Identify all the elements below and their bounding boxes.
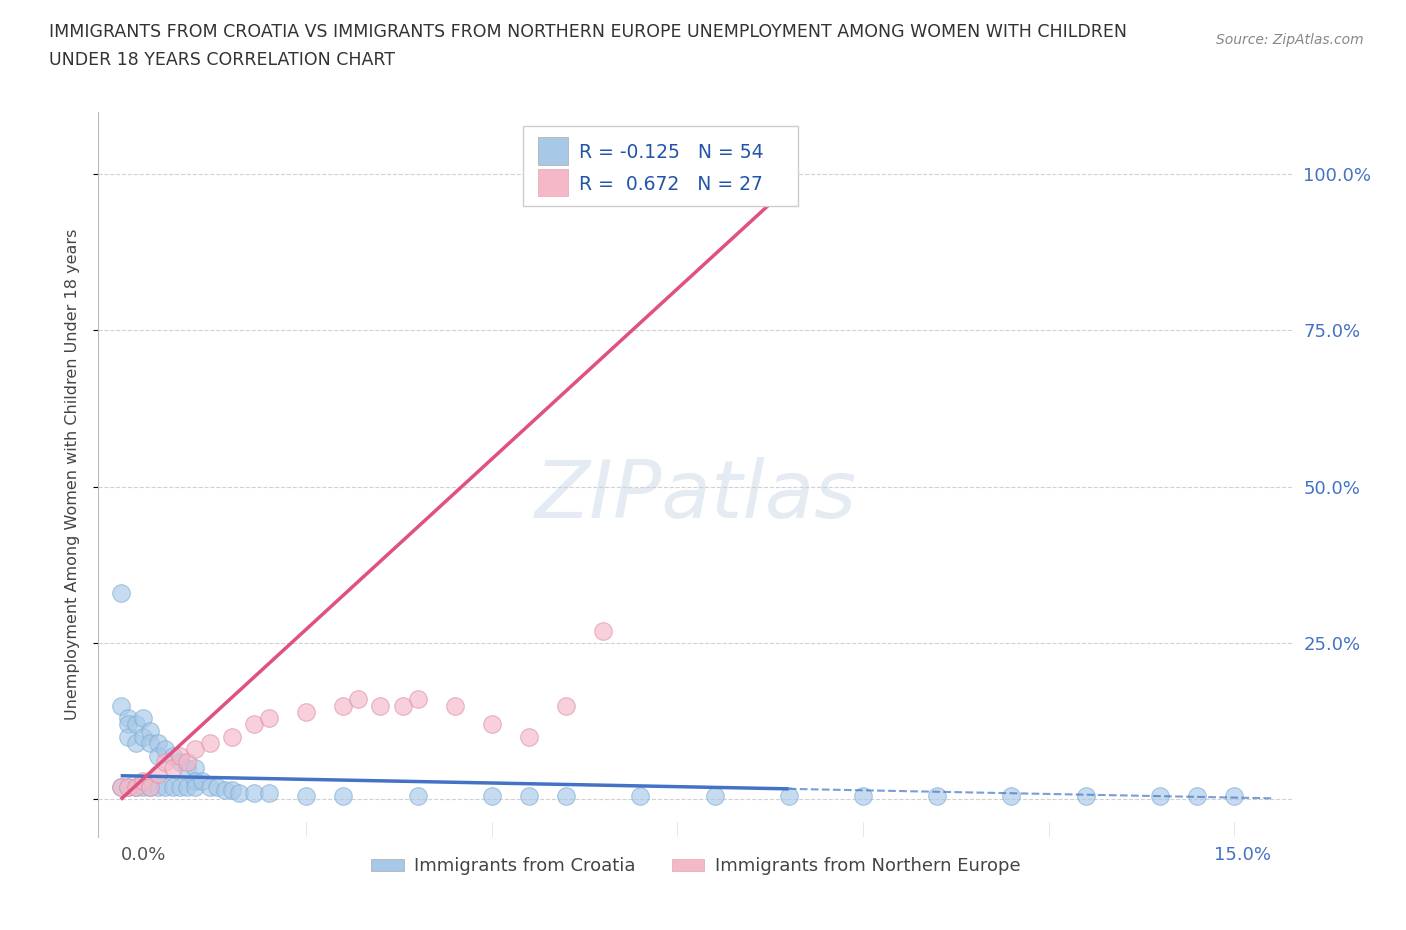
Point (778, 789, 800, 804)
Text: UNDER 18 YEARS CORRELATION CHART: UNDER 18 YEARS CORRELATION CHART (49, 51, 395, 69)
Point (1149, 789, 1171, 804)
Point (927, 789, 949, 804)
Text: ZIPatlas: ZIPatlas (534, 457, 858, 535)
Legend: Immigrants from Croatia, Immigrants from Northern Europe: Immigrants from Croatia, Immigrants from… (364, 850, 1028, 883)
Point (117, 729, 139, 744)
Point (592, 623, 614, 638)
Point (555, 789, 578, 804)
Point (198, 736, 221, 751)
Point (741, 179, 763, 194)
Point (481, 717, 503, 732)
Point (132, 773, 155, 788)
Point (155, 754, 177, 769)
Point (1185, 789, 1208, 804)
Point (110, 698, 132, 713)
Point (155, 742, 177, 757)
Point (155, 779, 177, 794)
Point (146, 749, 169, 764)
Text: R =  0.672   N = 27: R = 0.672 N = 27 (579, 175, 762, 193)
Point (124, 736, 146, 751)
Point (517, 729, 540, 744)
Point (332, 698, 354, 713)
FancyBboxPatch shape (523, 126, 797, 206)
Point (370, 698, 392, 713)
Point (198, 779, 221, 794)
Point (124, 779, 146, 794)
Point (295, 705, 318, 720)
Point (332, 789, 354, 804)
Bar (538, 137, 568, 165)
Point (391, 698, 413, 713)
Text: IMMIGRANTS FROM CROATIA VS IMMIGRANTS FROM NORTHERN EUROPE UNEMPLOYMENT AMONG WO: IMMIGRANTS FROM CROATIA VS IMMIGRANTS FR… (49, 23, 1128, 41)
Point (191, 773, 214, 788)
Text: R = -0.125   N = 54: R = -0.125 N = 54 (579, 143, 763, 162)
Point (205, 779, 228, 794)
Point (295, 789, 318, 804)
Point (703, 789, 725, 804)
Point (257, 786, 280, 801)
Point (852, 789, 875, 804)
Point (117, 717, 139, 732)
Point (443, 698, 465, 713)
Point (243, 717, 266, 732)
Point (214, 783, 236, 798)
Point (517, 789, 540, 804)
Point (139, 736, 162, 751)
Point (184, 773, 207, 788)
Point (257, 711, 280, 725)
Point (124, 717, 146, 732)
Point (110, 586, 132, 601)
Point (139, 779, 162, 794)
Point (124, 779, 146, 794)
Point (117, 711, 139, 725)
Point (146, 779, 169, 794)
Y-axis label: Unemployment Among Women with Children Under 18 years: Unemployment Among Women with Children U… (65, 229, 80, 720)
Point (406, 789, 429, 804)
Point (162, 779, 184, 794)
Point (162, 749, 184, 764)
Bar (538, 169, 568, 196)
Point (117, 779, 139, 794)
Point (110, 779, 132, 794)
Point (132, 711, 155, 725)
Point (169, 779, 191, 794)
Point (184, 742, 207, 757)
Point (146, 767, 169, 782)
Point (221, 783, 243, 798)
Point (146, 736, 169, 751)
Point (162, 761, 184, 776)
Point (132, 729, 155, 744)
Point (1074, 789, 1097, 804)
Point (1000, 789, 1022, 804)
Point (169, 749, 191, 764)
Point (139, 724, 162, 738)
Point (481, 789, 503, 804)
Point (184, 779, 207, 794)
Point (117, 779, 139, 794)
Point (406, 692, 429, 707)
Point (169, 754, 191, 769)
Point (628, 789, 651, 804)
Point (243, 786, 266, 801)
Point (110, 779, 132, 794)
Point (347, 692, 370, 707)
Point (184, 761, 207, 776)
Point (132, 779, 155, 794)
Text: 0.0%: 0.0% (121, 846, 166, 864)
Point (1223, 789, 1246, 804)
Point (176, 779, 198, 794)
Point (228, 786, 250, 801)
Text: Source: ZipAtlas.com: Source: ZipAtlas.com (1216, 33, 1364, 46)
Point (555, 698, 578, 713)
Point (176, 754, 198, 769)
Text: 15.0%: 15.0% (1215, 846, 1271, 864)
Point (176, 761, 198, 776)
Point (139, 779, 162, 794)
Point (221, 729, 243, 744)
